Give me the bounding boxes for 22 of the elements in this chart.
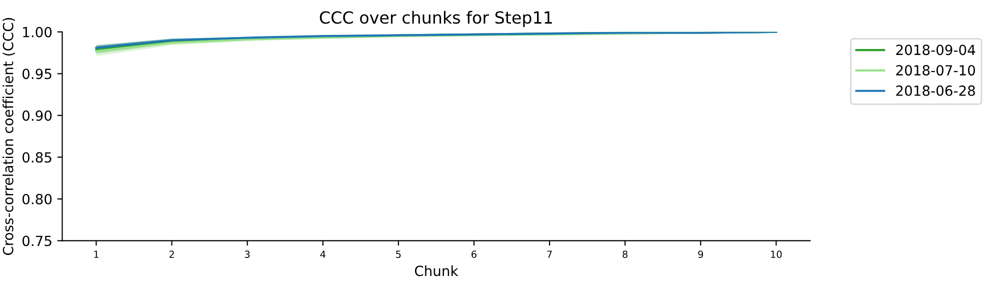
x-tick-label: 10: [771, 250, 782, 258]
x-tick-label: 2: [169, 250, 174, 258]
x-axis-title: Chunk: [414, 265, 458, 276]
x-tick-label: 9: [698, 250, 704, 258]
legend-label: 2018-06-28: [896, 85, 975, 96]
x-tick-label: 8: [622, 250, 628, 258]
y-tick-label: 1.00: [23, 26, 52, 38]
x-tick-label: 7: [547, 250, 552, 258]
y-axis-title: Cross-correlation coefficient (CCC): [2, 18, 15, 255]
x-tick-label: 3: [244, 250, 250, 258]
x-tick-label: 4: [320, 250, 326, 258]
y-tick-label: 0.80: [22, 194, 52, 204]
y-tick-label: 0.90: [22, 110, 52, 121]
chart-title: CCC over chunks for Step11: [320, 10, 552, 28]
x-tick-label: 1: [94, 250, 98, 258]
x-tick-label: 6: [472, 250, 476, 258]
x-tick-label: 5: [396, 250, 401, 258]
legend-label: 2018-09-04: [896, 44, 976, 56]
y-tick-label: 0.95: [22, 68, 52, 80]
y-tick-label: 0.85: [22, 152, 52, 163]
legend-label: 2018-07-10: [896, 65, 975, 76]
y-tick-label: 0.75: [22, 236, 52, 246]
